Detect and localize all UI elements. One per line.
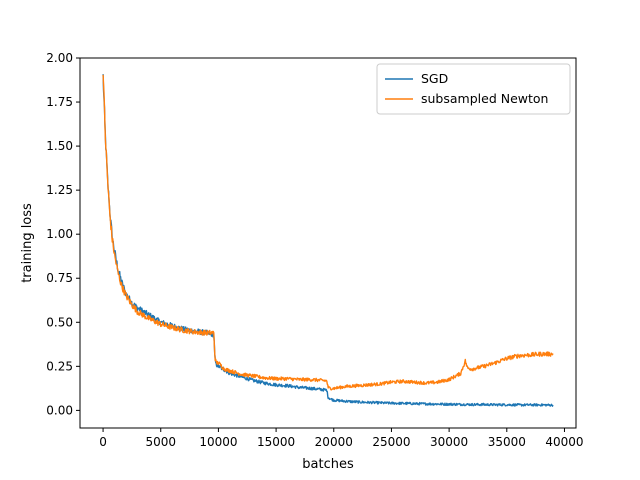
x-tick-label: 40000 (545, 435, 583, 449)
y-tick-label: 1.00 (46, 227, 73, 241)
y-axis-ticks: 0.00 0.25 0.50 0.75 1.00 1.25 1.50 1.75 2.00 (46, 51, 80, 417)
x-tick-label: 5000 (145, 435, 176, 449)
y-tick-label: 0.50 (46, 315, 73, 329)
y-tick-label: 1.25 (46, 183, 73, 197)
y-tick-label: 0.00 (46, 403, 73, 417)
x-tick-label: 20000 (315, 435, 353, 449)
y-tick-label: 1.75 (46, 95, 73, 109)
series-line-subsampled-newton (102, 74, 554, 391)
y-tick-label: 2.00 (46, 51, 73, 65)
y-tick-label: 1.50 (46, 139, 73, 153)
x-tick-label: 25000 (372, 435, 410, 449)
legend-entry: subsampled Newton (421, 91, 548, 106)
x-axis-label: batches (302, 457, 354, 472)
x-tick-label: 35000 (488, 435, 526, 449)
legend-entry: SGD (421, 71, 448, 86)
y-tick-label: 0.75 (46, 271, 73, 285)
y-axis-label: training loss (20, 203, 35, 283)
x-tick-label: 10000 (199, 435, 237, 449)
legend-box (376, 63, 571, 115)
plot-frame (79, 57, 577, 429)
x-axis-ticks: 0 5000 10000 15000 20000 25000 30000 35000 40000 (99, 428, 584, 449)
legend: SGD subsampled Newton (376, 63, 571, 115)
series-layer (102, 74, 554, 407)
x-tick-label: 15000 (257, 435, 295, 449)
x-tick-label: 30000 (430, 435, 468, 449)
y-tick-label: 0.25 (46, 359, 73, 373)
x-tick-label: 0 (99, 435, 107, 449)
